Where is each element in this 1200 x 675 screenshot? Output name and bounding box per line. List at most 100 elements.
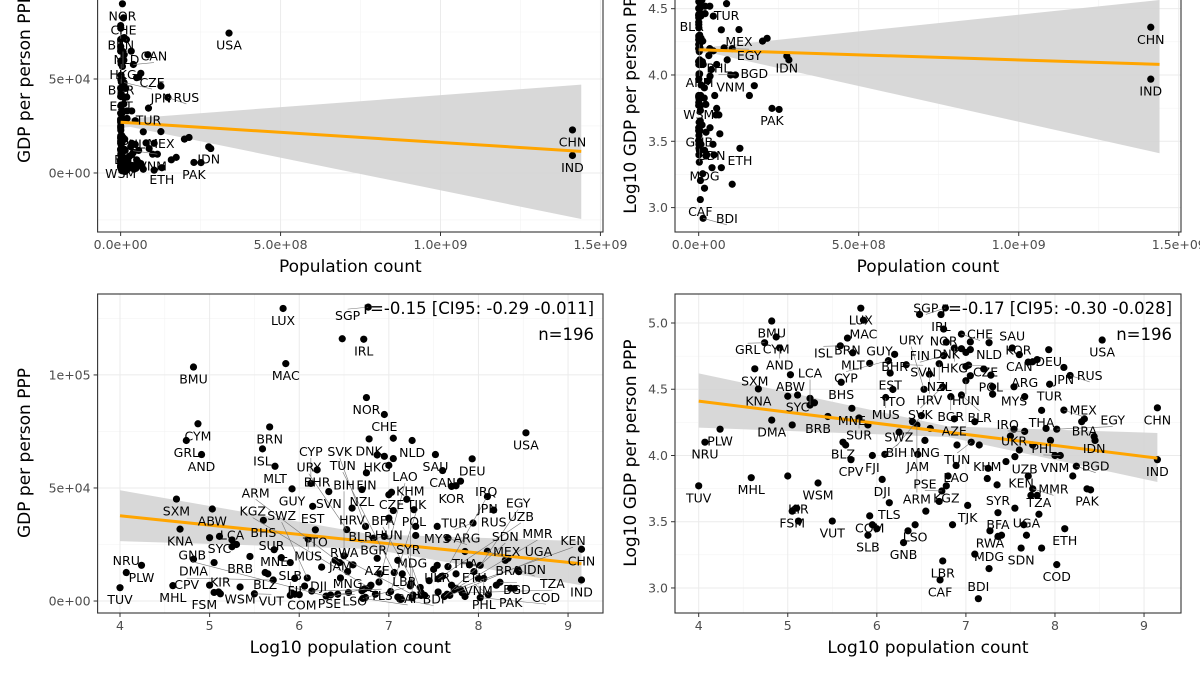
data-point (966, 372, 974, 380)
point-label-mdg: MDG (689, 169, 719, 184)
data-point-chn (577, 545, 586, 553)
point-label-blr: BLR (680, 19, 705, 34)
plot-area (675, 294, 1181, 613)
data-point-ken (1027, 491, 1035, 499)
data-point-bih (118, 131, 126, 139)
panel-border (674, 293, 1182, 614)
data-point-jpn (483, 492, 492, 501)
point-label-rwa: RWA (976, 535, 1005, 550)
data-point-mlt (271, 462, 279, 470)
label-leader-line (362, 598, 408, 606)
point-label-idn: IDN (1083, 441, 1106, 456)
point-label-bdi: BDI (716, 211, 738, 226)
data-point-cod (1053, 561, 1061, 569)
data-point (412, 522, 420, 531)
point-label-mac: MAC (850, 327, 878, 342)
label-leader-line (703, 218, 727, 226)
label-leader-line (447, 497, 487, 567)
x-tick-label: 0.0e+00 (94, 237, 148, 252)
point-label-idn: IDN (775, 61, 798, 76)
point-label-irl: IRL (354, 344, 373, 359)
data-point-deu (1045, 346, 1053, 354)
data-point-plw (716, 425, 724, 433)
x-tick-label: 8 (1051, 618, 1059, 633)
label-leader-line (308, 473, 347, 530)
data-point-mdg (700, 184, 709, 192)
point-label-dji: DJI (874, 484, 891, 499)
point-label-cod: COD (1043, 569, 1071, 584)
data-point-fin (362, 469, 371, 477)
point-label-tha: THA (1028, 415, 1055, 430)
confidence-band (120, 490, 582, 586)
data-point-pse (696, 106, 705, 115)
data-point (135, 146, 143, 155)
data-point-pak (768, 104, 776, 112)
data-point-nzl (358, 485, 366, 494)
data-point (394, 556, 402, 564)
data-point-dma (768, 416, 776, 424)
data-point-cod (150, 166, 158, 174)
point-label-phl: PHL (1031, 441, 1055, 456)
point-label-mac: MAC (272, 368, 300, 383)
point-label-fin: FIN (356, 477, 376, 492)
data-point-vut (828, 517, 836, 525)
point-label-sur: SUR (846, 427, 872, 442)
data-point-ind (577, 576, 586, 584)
data-point-tza (1035, 510, 1043, 518)
point-label-est: EST (301, 511, 325, 526)
point-label-sau: SAU (999, 328, 1025, 343)
data-point-usa (522, 429, 530, 437)
data-point-kna (754, 385, 762, 393)
point-label-can: CAN (1006, 359, 1033, 374)
point-label-egy: EGY (506, 495, 531, 510)
regression-line (698, 399, 1158, 460)
data-point (389, 506, 397, 515)
label-leader-line (365, 587, 405, 598)
data-point-brn (843, 334, 852, 342)
data-point-uga (1022, 531, 1031, 539)
data-point-tha (139, 128, 147, 136)
x-tick-label: 4 (695, 618, 703, 633)
point-label-tun: TUN (943, 452, 970, 467)
point-label-svn: SVN (910, 364, 936, 379)
data-point-ind (568, 151, 577, 160)
data-point (904, 527, 912, 535)
data-point-aze (373, 554, 381, 562)
point-label-gnb: GNB (686, 135, 714, 150)
data-point-gnb (899, 538, 908, 547)
point-label-fji: FJI (287, 583, 302, 598)
label-leader-line (517, 569, 535, 577)
data-point-kor (1024, 358, 1032, 366)
point-label-eth: ETH (1052, 533, 1077, 548)
point-label-nzl: NZL (350, 494, 375, 509)
point-label-usa: USA (513, 437, 539, 452)
confidence-band (120, 84, 582, 220)
point-label-mex: MEX (147, 136, 175, 151)
point-label-ind: IND (561, 160, 584, 175)
data-point-cym (194, 420, 202, 428)
data-point-lao (375, 578, 383, 586)
data-point-eth (158, 164, 166, 172)
data-point (984, 464, 992, 472)
data-point-svk (118, 107, 126, 115)
data-point-swz (695, 70, 703, 78)
data-point-lao (119, 153, 127, 161)
point-label-bfa: BFA (371, 513, 395, 528)
label-leader-line (437, 522, 522, 580)
data-point (1046, 436, 1055, 444)
data-point (1042, 424, 1050, 433)
data-point (989, 390, 997, 398)
x-tick-label: 8 (474, 618, 482, 633)
point-label-arg: ARG (453, 531, 480, 546)
data-point-kir (216, 590, 224, 598)
point-label-phl: PHL (121, 137, 145, 152)
data-point (389, 434, 397, 442)
point-label-pol: POL (402, 514, 426, 529)
data-point-mus (695, 13, 703, 21)
data-point-rwa (986, 527, 994, 535)
point-label-eth: ETH (462, 570, 487, 585)
label-leader-line (910, 346, 925, 390)
data-point (980, 365, 988, 373)
point-label-hkg: HKG (109, 67, 136, 82)
